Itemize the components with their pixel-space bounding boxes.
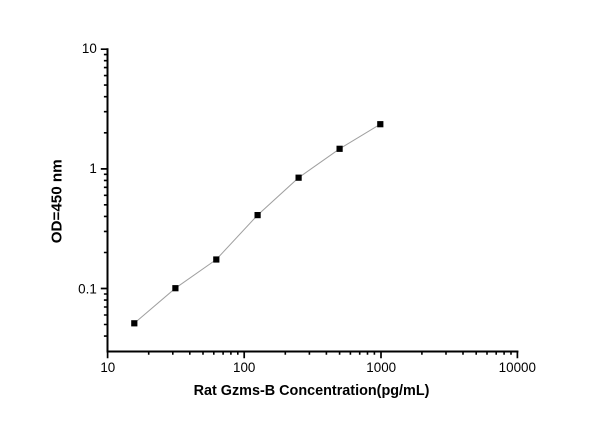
svg-text:1000: 1000	[366, 360, 396, 375]
svg-text:1: 1	[89, 161, 96, 176]
svg-text:OD=450 nm: OD=450 nm	[49, 159, 66, 243]
svg-text:10: 10	[100, 360, 115, 375]
svg-text:100: 100	[233, 360, 255, 375]
svg-text:0.1: 0.1	[78, 281, 97, 296]
svg-text:Rat Gzms-B Concentration(pg/mL: Rat Gzms-B Concentration(pg/mL)	[194, 383, 430, 399]
svg-text:10000: 10000	[499, 360, 536, 375]
svg-text:10: 10	[82, 41, 97, 56]
